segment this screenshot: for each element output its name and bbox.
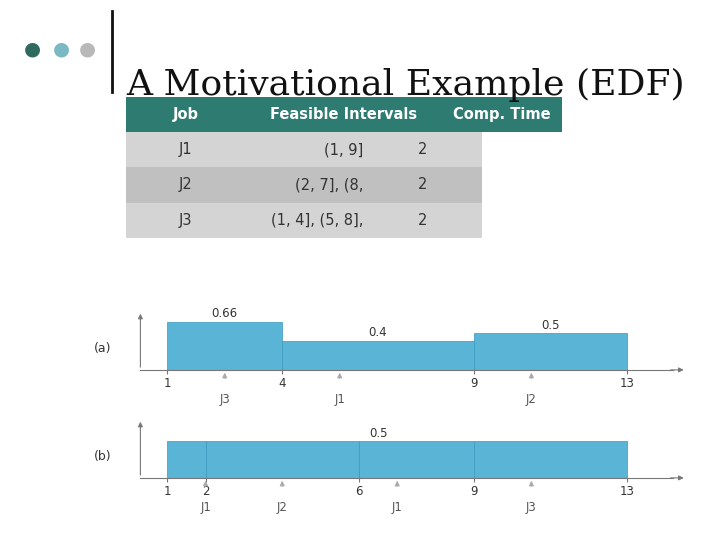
Bar [206,441,359,478]
Text: 0.4: 0.4 [369,326,387,339]
Text: Comp. Time: Comp. Time [454,107,551,122]
Bar [167,322,282,370]
Text: (1, 4], (5, 8], (9, 13]: (1, 4], (5, 8], (9, 13] [271,213,416,227]
Bar [359,441,474,478]
Bar [474,441,627,478]
Text: 2: 2 [418,178,428,192]
Text: (2, 7], (8, 13]: (2, 7], (8, 13] [295,178,392,192]
Text: Job: Job [172,107,199,122]
Bar [474,333,627,370]
Text: 2: 2 [418,213,428,227]
Text: J2: J2 [276,502,288,515]
Text: J3: J3 [526,502,536,515]
Text: ●: ● [24,39,41,58]
Text: Feasible Intervals: Feasible Intervals [270,107,418,122]
Text: 0.5: 0.5 [369,427,387,440]
Bar [167,441,206,478]
Text: J1: J1 [179,143,192,157]
Text: J1: J1 [200,502,211,515]
Text: J1: J1 [392,502,402,515]
Text: 2: 2 [418,143,428,157]
Text: 0.5: 0.5 [541,319,559,332]
Text: J3: J3 [220,394,230,407]
Text: (a): (a) [94,342,111,355]
Text: J3: J3 [179,213,192,227]
Text: J2: J2 [179,178,192,192]
Text: ●: ● [79,39,96,58]
Text: (1, 9]: (1, 9] [324,143,364,157]
Text: ●: ● [53,39,70,58]
Text: (b): (b) [94,450,111,463]
Bar [282,341,474,370]
Text: A Motivational Example (EDF): A Motivational Example (EDF) [126,68,685,102]
Text: J2: J2 [526,394,537,407]
Text: J1: J1 [334,394,345,407]
Text: 0.66: 0.66 [212,307,238,320]
